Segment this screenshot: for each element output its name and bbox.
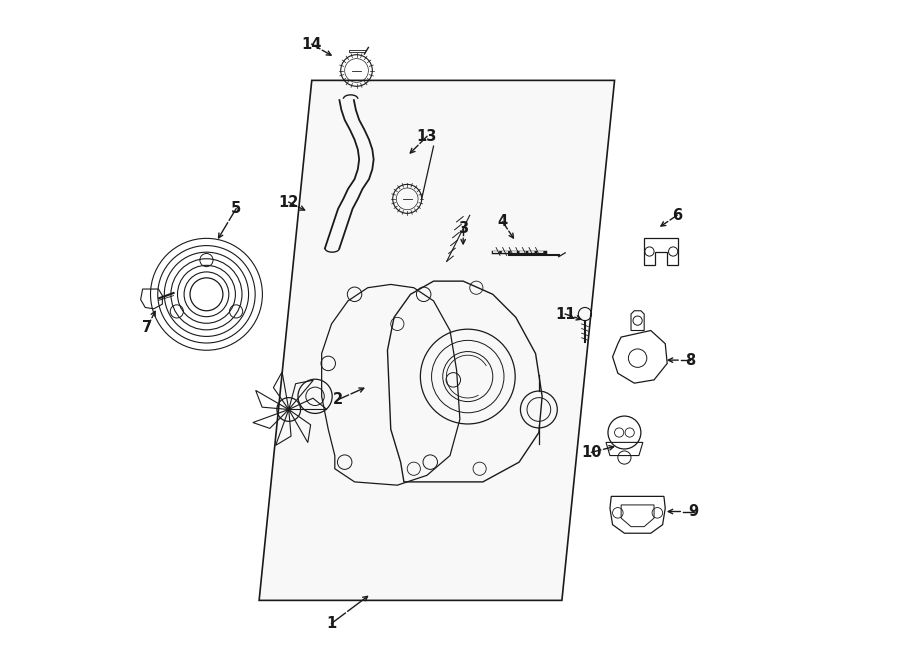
Text: 6: 6 <box>672 208 682 223</box>
Text: 9: 9 <box>688 504 698 519</box>
Text: 13: 13 <box>417 129 437 144</box>
Text: 4: 4 <box>498 214 508 229</box>
Text: 11: 11 <box>555 307 575 321</box>
Text: 12: 12 <box>278 194 299 210</box>
Text: 14: 14 <box>302 36 322 52</box>
Text: 3: 3 <box>458 221 468 236</box>
Text: 8: 8 <box>685 352 696 368</box>
Polygon shape <box>259 81 615 600</box>
Text: 2: 2 <box>333 392 343 407</box>
Text: 5: 5 <box>231 201 241 216</box>
Text: 7: 7 <box>142 320 152 334</box>
Text: 1: 1 <box>327 616 337 631</box>
Text: 10: 10 <box>581 445 602 460</box>
